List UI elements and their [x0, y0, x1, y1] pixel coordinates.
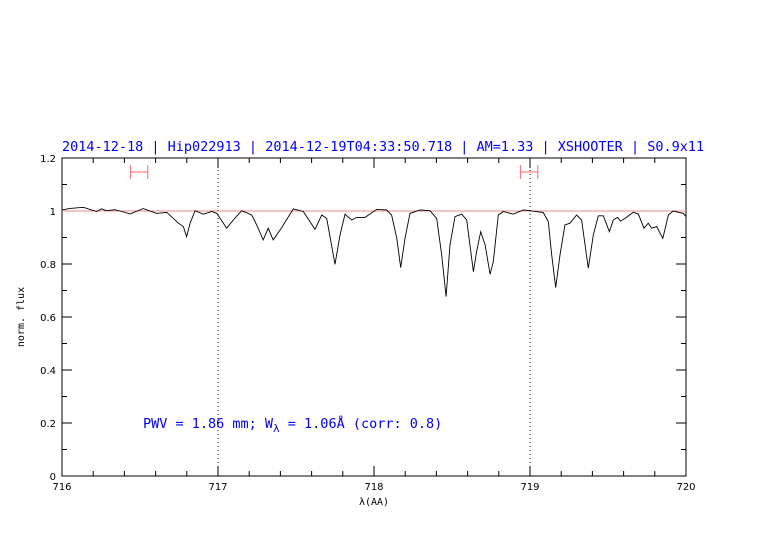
pwv-annotation: PWV = 1.86 mm; Wλ = 1.06Å (corr: 0.8) — [143, 415, 442, 435]
annotation-suffix: = 1.06Å (corr: 0.8) — [280, 415, 443, 432]
y-tick-label: 0.2 — [40, 419, 56, 430]
x-tick-label: 719 — [520, 482, 539, 493]
y-axis-label: norm. flux — [16, 287, 27, 347]
y-tick-label: 0.4 — [40, 366, 56, 377]
x-tick-label: 716 — [52, 482, 71, 493]
y-tick-label: 1.2 — [40, 154, 56, 165]
annotation-prefix: PWV = 1.86 mm; W — [143, 416, 274, 432]
x-axis-label: λ(AA) — [359, 497, 389, 508]
y-tick-label: 0.8 — [40, 260, 56, 271]
spectrum-line — [61, 206, 687, 297]
annotation-sub: λ — [273, 422, 280, 435]
y-tick-label: 1 — [50, 207, 56, 218]
y-tick-label: 0.6 — [40, 313, 56, 324]
x-tick-label: 717 — [208, 482, 227, 493]
x-tick-label: 720 — [676, 482, 695, 493]
chart-title: 2014-12-18 | Hip022913 | 2014-12-19T04:3… — [62, 139, 704, 155]
x-tick-label: 718 — [364, 482, 383, 493]
y-tick-label: 0 — [50, 472, 56, 483]
